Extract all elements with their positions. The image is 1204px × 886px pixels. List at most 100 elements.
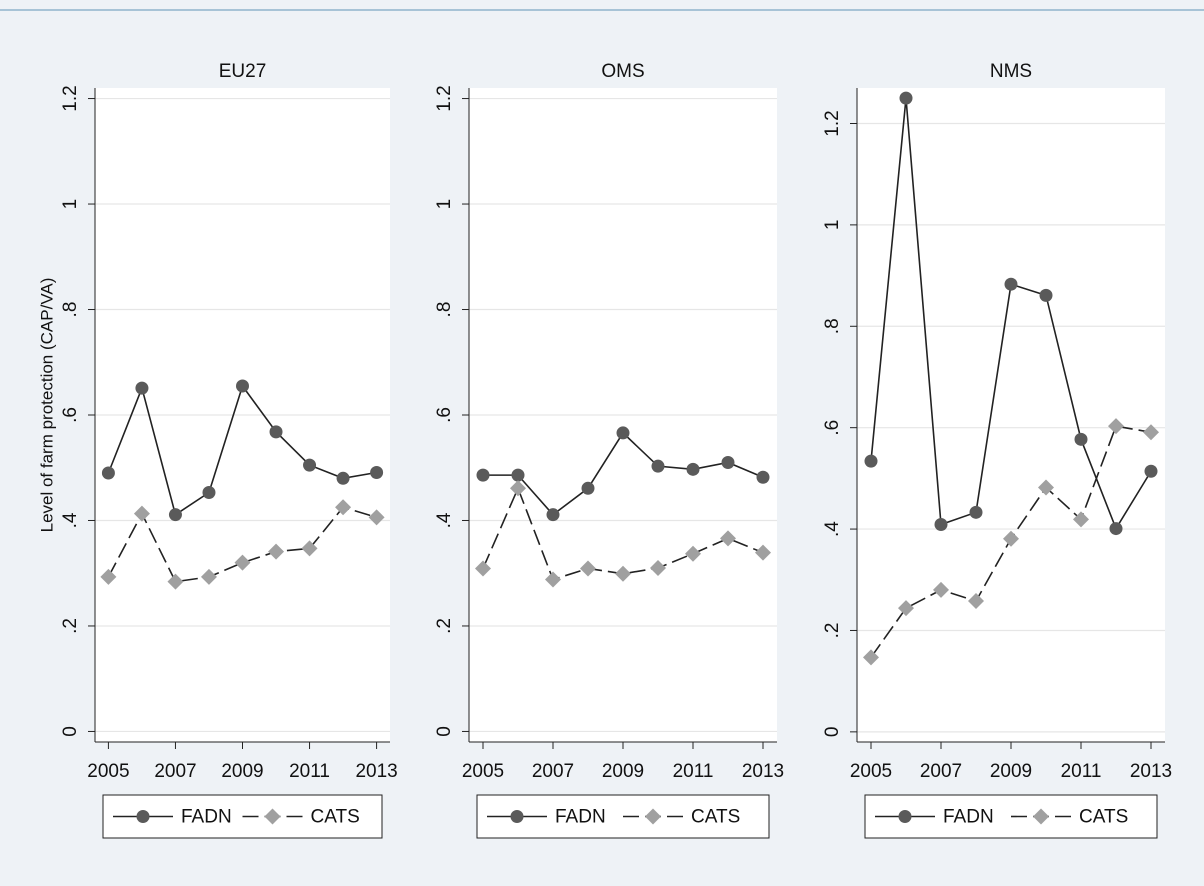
marker	[476, 468, 490, 482]
x-tick-label: 2009	[602, 761, 644, 782]
marker	[651, 459, 665, 473]
x-tick-label: 2007	[532, 761, 574, 782]
marker	[1143, 424, 1159, 441]
legend-marker	[645, 808, 661, 825]
marker	[1038, 479, 1054, 496]
marker	[720, 530, 736, 547]
marker	[616, 426, 630, 440]
marker	[685, 545, 701, 562]
legend-marker	[136, 810, 150, 823]
y-tick-label: 0	[822, 727, 843, 738]
marker	[133, 505, 150, 522]
marker	[511, 468, 525, 482]
y-tick-label: 0	[434, 726, 455, 737]
x-tick-label: 2007	[154, 761, 196, 782]
marker	[236, 379, 249, 393]
panel-title: NMS	[990, 61, 1032, 82]
x-tick-label: 2011	[289, 761, 330, 782]
marker	[864, 454, 878, 468]
legend-marker	[264, 808, 281, 825]
y-tick-label: .2	[434, 618, 455, 634]
y-tick-label: 1	[434, 199, 455, 210]
y-tick-label: .6	[434, 407, 455, 423]
y-tick-label: .6	[60, 407, 81, 423]
marker	[202, 486, 216, 500]
marker	[234, 554, 251, 571]
x-tick-label: 2009	[221, 761, 263, 782]
marker	[200, 568, 217, 585]
panel-title: EU27	[219, 61, 267, 82]
marker	[301, 540, 318, 557]
x-tick-label: 2005	[850, 761, 892, 782]
legend-marker	[1033, 808, 1049, 825]
y-tick-label: 1	[822, 220, 843, 231]
marker	[1144, 464, 1158, 478]
marker	[336, 471, 350, 485]
marker	[968, 593, 984, 610]
marker	[100, 568, 117, 585]
y-tick-label: .4	[434, 512, 455, 528]
plot-area	[857, 88, 1165, 742]
y-tick-label: 1	[60, 199, 81, 210]
y-tick-label: 1.2	[434, 85, 455, 111]
y-tick-label: .6	[822, 420, 843, 436]
y-tick-label: 1.2	[822, 110, 843, 136]
marker	[335, 499, 352, 516]
legend-marker	[898, 810, 912, 823]
series-line	[107, 506, 377, 583]
legend-label: FADN	[555, 807, 606, 828]
marker	[756, 470, 770, 484]
y-tick-label: .8	[822, 318, 843, 334]
y-axis-label: Level of farm protection (CAP/VA)	[37, 278, 56, 533]
marker	[581, 481, 595, 495]
marker	[370, 465, 384, 479]
y-tick-label: .2	[822, 623, 843, 639]
marker	[686, 462, 700, 476]
x-tick-label: 2005	[462, 761, 504, 782]
legend-label: FADN	[943, 807, 994, 828]
x-tick-label: 2013	[742, 761, 784, 782]
marker	[1039, 288, 1053, 302]
marker	[969, 505, 983, 519]
marker	[475, 560, 491, 577]
x-tick-label: 2009	[990, 761, 1032, 782]
marker	[1108, 418, 1124, 435]
legend-label: FADN	[181, 807, 232, 828]
marker	[650, 559, 666, 576]
marker	[1073, 511, 1089, 528]
marker	[1109, 522, 1123, 536]
y-tick-label: .2	[60, 618, 81, 634]
marker	[933, 581, 949, 598]
marker	[368, 509, 385, 526]
marker	[546, 508, 560, 522]
marker	[269, 425, 283, 439]
legend-label: CATS	[1079, 807, 1128, 828]
x-tick-label: 2007	[920, 761, 962, 782]
marker	[510, 480, 526, 497]
y-tick-label: .8	[60, 302, 81, 318]
marker	[1003, 530, 1019, 547]
marker	[899, 91, 913, 105]
legend-marker	[510, 810, 524, 823]
x-tick-label: 2005	[87, 761, 129, 782]
marker	[545, 571, 561, 588]
marker	[580, 560, 596, 577]
marker	[101, 466, 115, 480]
marker	[167, 573, 184, 590]
y-tick-label: .4	[822, 521, 843, 537]
y-tick-label: 0	[60, 726, 81, 737]
marker	[934, 518, 948, 532]
panel-title: OMS	[601, 61, 644, 82]
legend-label: CATS	[311, 807, 360, 828]
legend-label: CATS	[691, 807, 740, 828]
x-tick-label: 2013	[355, 761, 397, 782]
marker	[721, 455, 735, 469]
marker	[755, 544, 771, 561]
x-tick-label: 2011	[673, 761, 714, 782]
marker	[168, 508, 182, 522]
y-tick-label: 1.2	[60, 85, 81, 111]
marker	[898, 600, 914, 617]
marker	[303, 458, 317, 472]
